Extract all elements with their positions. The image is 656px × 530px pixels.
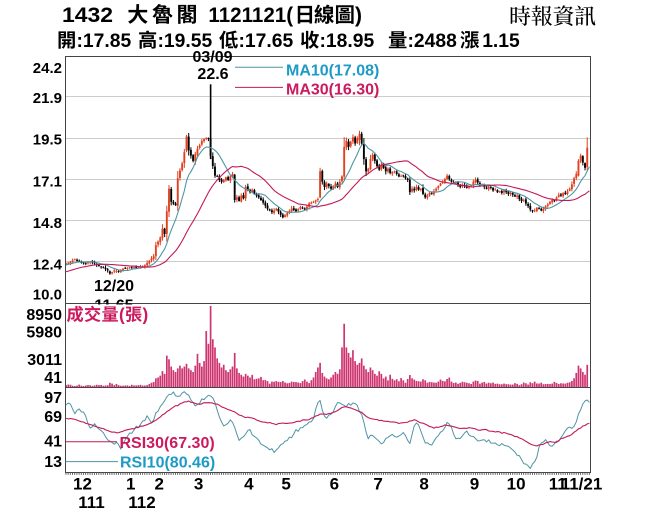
svg-text:9: 9 bbox=[470, 475, 479, 494]
svg-text:): ) bbox=[143, 305, 149, 325]
svg-text:12/20: 12/20 bbox=[94, 278, 134, 295]
svg-text:5: 5 bbox=[281, 475, 290, 494]
svg-text:8950: 8950 bbox=[26, 307, 62, 324]
svg-text:1432: 1432 bbox=[62, 4, 113, 27]
svg-text:2: 2 bbox=[154, 475, 163, 494]
svg-text:17.1: 17.1 bbox=[33, 173, 62, 190]
svg-text:MA30(16.30): MA30(16.30) bbox=[286, 81, 379, 98]
svg-text:97: 97 bbox=[44, 390, 62, 407]
svg-text:3: 3 bbox=[194, 475, 203, 494]
svg-text:22.6: 22.6 bbox=[197, 66, 228, 83]
svg-text:1121121(: 1121121( bbox=[208, 4, 293, 27]
svg-text:14.8: 14.8 bbox=[33, 215, 62, 232]
svg-text:24.2: 24.2 bbox=[33, 60, 62, 77]
svg-text::18.95: :18.95 bbox=[320, 31, 375, 52]
svg-text::17.65: :17.65 bbox=[239, 31, 294, 52]
svg-text:11.65: 11.65 bbox=[94, 298, 133, 315]
svg-text:13: 13 bbox=[44, 454, 62, 471]
svg-text:RSI30(67.30): RSI30(67.30) bbox=[120, 435, 215, 452]
svg-text:03/09: 03/09 bbox=[192, 49, 232, 66]
svg-text:112: 112 bbox=[128, 493, 155, 512]
svg-text:12: 12 bbox=[73, 475, 92, 494]
svg-text:6: 6 bbox=[330, 475, 339, 494]
svg-text:8: 8 bbox=[419, 475, 428, 494]
svg-text:): ) bbox=[355, 4, 362, 27]
svg-text:7: 7 bbox=[373, 475, 382, 494]
svg-text:MA10(17.08): MA10(17.08) bbox=[286, 63, 379, 80]
svg-text:41: 41 bbox=[44, 370, 62, 387]
svg-text:41: 41 bbox=[44, 433, 62, 450]
svg-text:RSI10(80.46): RSI10(80.46) bbox=[120, 454, 215, 471]
svg-text:1: 1 bbox=[126, 475, 135, 494]
svg-text:(: ( bbox=[119, 305, 125, 325]
svg-text::2488: :2488 bbox=[408, 31, 458, 52]
svg-text:5980: 5980 bbox=[26, 324, 62, 341]
svg-text:19.5: 19.5 bbox=[33, 132, 62, 149]
svg-text:3011: 3011 bbox=[27, 352, 62, 369]
svg-text:111: 111 bbox=[78, 493, 105, 512]
svg-text:1.15: 1.15 bbox=[482, 31, 520, 52]
svg-text::19.55: :19.55 bbox=[158, 31, 213, 52]
svg-text:12.4: 12.4 bbox=[33, 257, 63, 274]
svg-text::17.85: :17.85 bbox=[77, 31, 132, 52]
svg-text:11: 11 bbox=[549, 475, 567, 494]
svg-text:69: 69 bbox=[44, 409, 62, 426]
svg-text:4: 4 bbox=[244, 475, 254, 494]
svg-text:11/21: 11/21 bbox=[561, 475, 603, 494]
svg-text:10: 10 bbox=[507, 475, 526, 494]
svg-text:10.0: 10.0 bbox=[33, 286, 62, 303]
svg-text:21.9: 21.9 bbox=[33, 90, 62, 107]
